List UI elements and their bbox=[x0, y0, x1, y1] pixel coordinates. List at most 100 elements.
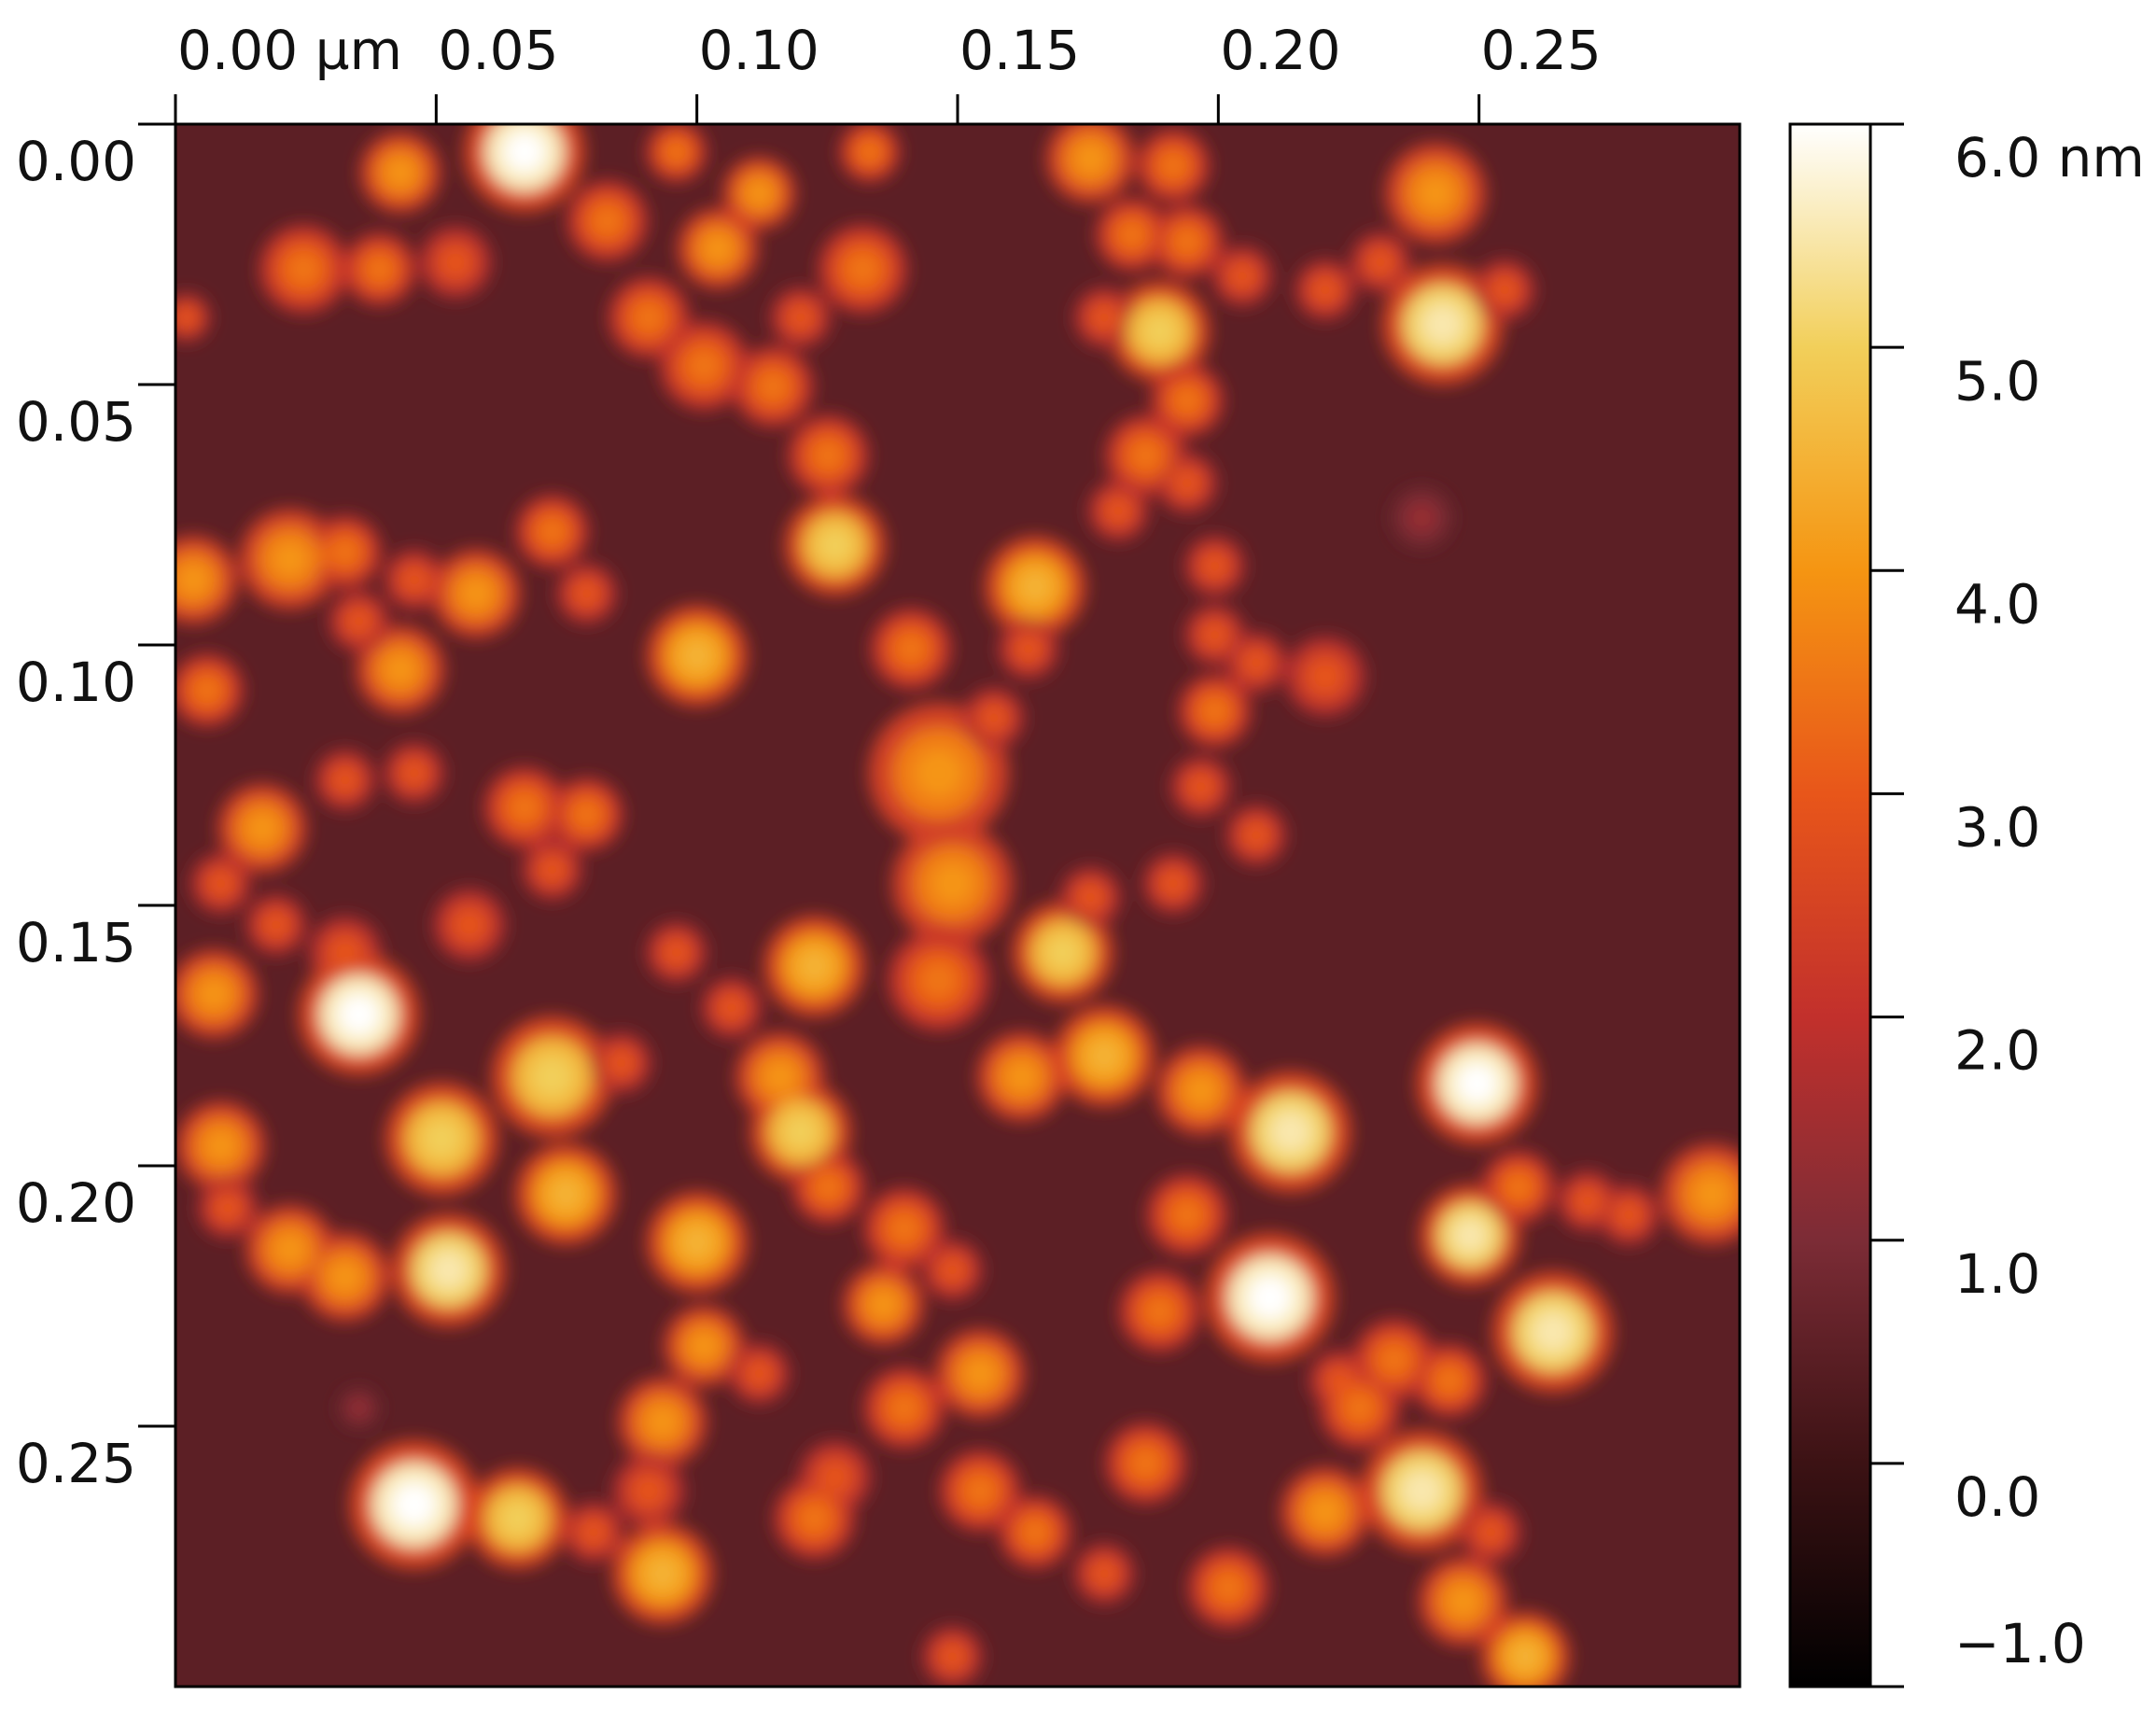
height-peak bbox=[265, 914, 287, 936]
height-peak bbox=[983, 707, 1004, 729]
height-peak bbox=[205, 1130, 236, 1161]
height-peak bbox=[367, 257, 393, 282]
x-tick-label: 0.15 bbox=[959, 19, 1080, 82]
height-peak bbox=[210, 873, 231, 894]
x-tick-label: 0.10 bbox=[699, 19, 819, 82]
height-peak bbox=[334, 769, 356, 791]
height-peak bbox=[1436, 1367, 1463, 1394]
height-peak bbox=[665, 942, 687, 963]
height-peak bbox=[797, 948, 833, 984]
height-peak bbox=[1494, 279, 1516, 301]
height-peak bbox=[1185, 1075, 1216, 1106]
height-peak bbox=[386, 159, 414, 187]
height-peak bbox=[635, 303, 663, 331]
height-peak bbox=[1214, 1574, 1243, 1602]
height-peak bbox=[759, 372, 788, 400]
height-peak bbox=[460, 578, 492, 609]
x-tick-label: 0.25 bbox=[1481, 19, 1602, 82]
height-peak bbox=[1532, 1311, 1575, 1353]
height-peak bbox=[1314, 279, 1336, 301]
height-peak bbox=[1174, 387, 1200, 413]
height-peak bbox=[1456, 1062, 1498, 1105]
height-peak bbox=[288, 254, 319, 285]
height-peak bbox=[1006, 1061, 1037, 1092]
height-peak bbox=[1202, 698, 1227, 723]
height-peak bbox=[1248, 1275, 1293, 1320]
height-peak bbox=[1411, 507, 1433, 528]
height-peak bbox=[1369, 251, 1392, 273]
height-peak bbox=[1145, 1297, 1174, 1325]
height-peak bbox=[1174, 229, 1200, 255]
height-peak bbox=[1311, 662, 1339, 691]
height-peak bbox=[456, 912, 483, 938]
height-peak bbox=[897, 635, 925, 663]
height-peak bbox=[816, 1174, 841, 1200]
y-tick-label: 0.00 bbox=[16, 130, 136, 193]
height-peak bbox=[1694, 1176, 1729, 1212]
height-peak bbox=[822, 1464, 848, 1490]
height-peak bbox=[574, 802, 599, 827]
height-peak bbox=[636, 1478, 662, 1504]
height-peak bbox=[610, 1052, 632, 1073]
height-peak bbox=[690, 1332, 719, 1360]
height-peak bbox=[931, 862, 973, 904]
colorbar-tick-label: 3.0 bbox=[1954, 796, 2040, 860]
height-peak bbox=[194, 678, 220, 703]
height-peak bbox=[1510, 1641, 1541, 1673]
height-peak bbox=[689, 350, 720, 382]
height-peak bbox=[198, 978, 230, 1010]
height-peak bbox=[1269, 1111, 1312, 1153]
height-peak bbox=[1401, 1470, 1443, 1512]
height-peak bbox=[511, 793, 539, 822]
height-peak bbox=[422, 1119, 461, 1158]
height-peak bbox=[679, 638, 715, 674]
height-peak bbox=[1190, 776, 1211, 798]
height-peak bbox=[246, 813, 278, 844]
height-image bbox=[175, 124, 1740, 1687]
height-peak bbox=[1075, 143, 1106, 175]
height-peak bbox=[1173, 1200, 1201, 1229]
height-peak bbox=[1094, 307, 1115, 329]
height-peak bbox=[704, 234, 732, 263]
height-peak bbox=[1131, 441, 1160, 469]
height-peak bbox=[1017, 569, 1053, 605]
height-peak bbox=[1245, 824, 1267, 846]
height-peak bbox=[403, 569, 425, 591]
height-peak bbox=[800, 1505, 829, 1533]
height-peak bbox=[1119, 222, 1145, 247]
height-peak bbox=[1448, 1586, 1479, 1617]
height-peak bbox=[1204, 624, 1225, 646]
height-peak bbox=[1309, 1496, 1341, 1527]
x-tick-label: 0.05 bbox=[438, 19, 558, 82]
y-tick-label: 0.25 bbox=[16, 1432, 136, 1495]
height-peak bbox=[1245, 651, 1267, 674]
height-peak bbox=[1452, 1218, 1488, 1254]
height-peak bbox=[783, 1114, 819, 1150]
height-peak bbox=[1421, 303, 1463, 345]
height-peak bbox=[747, 180, 772, 206]
colorbar-tick-label: 1.0 bbox=[1954, 1242, 2040, 1306]
height-peak bbox=[1022, 1520, 1048, 1546]
x-tick-label: 0.20 bbox=[1220, 19, 1340, 82]
height-peak bbox=[1160, 153, 1186, 178]
height-peak bbox=[859, 141, 880, 162]
height-peak bbox=[914, 749, 963, 798]
x-tick-label: 0.00 µm bbox=[177, 19, 402, 82]
height-peak bbox=[338, 993, 380, 1036]
height-peak bbox=[721, 997, 742, 1018]
height-peak bbox=[869, 1290, 898, 1319]
height-peak bbox=[332, 539, 358, 565]
height-peak bbox=[576, 582, 597, 605]
height-peak bbox=[942, 1259, 963, 1281]
height-peak bbox=[329, 1261, 361, 1293]
height-peak bbox=[645, 1556, 680, 1591]
height-peak bbox=[403, 763, 425, 784]
height-peak bbox=[1618, 1204, 1640, 1226]
height-peak bbox=[1346, 1394, 1374, 1422]
height-peak bbox=[531, 1056, 573, 1098]
height-peak bbox=[1418, 175, 1453, 211]
height-peak bbox=[665, 141, 687, 162]
height-peak bbox=[332, 940, 358, 965]
colorbar-tick-label: 5.0 bbox=[1954, 349, 2040, 413]
